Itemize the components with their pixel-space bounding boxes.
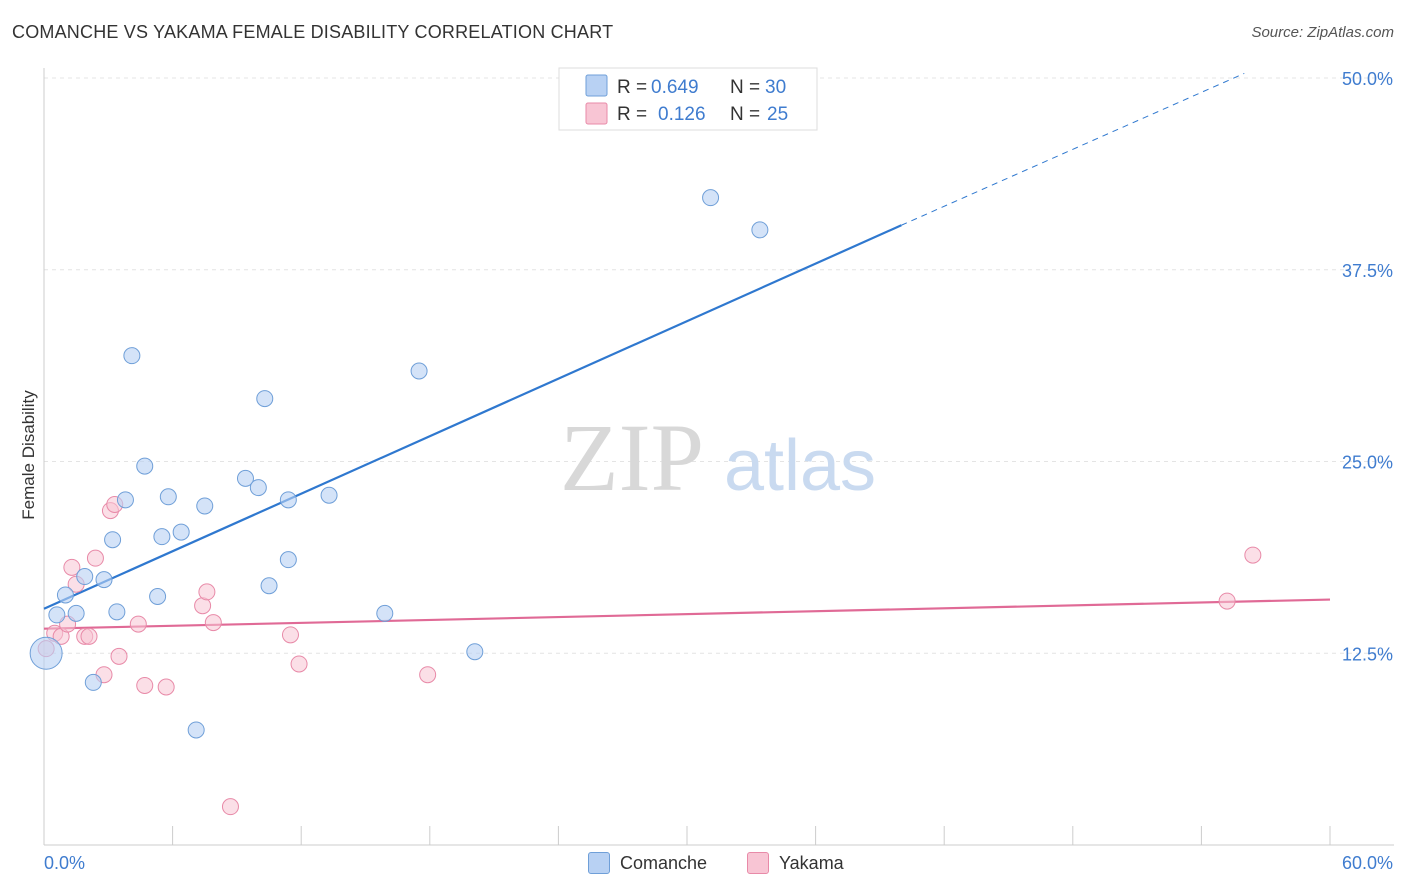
trend-lines <box>43 72 1331 630</box>
y-tick-label: 25.0% <box>1342 453 1393 473</box>
grid-lines <box>44 77 1394 654</box>
yakama-point <box>281 626 299 644</box>
comanche-point <box>108 603 126 621</box>
comanche-point <box>187 721 205 739</box>
comanche-point <box>48 606 66 624</box>
comanche-point <box>376 604 394 622</box>
chart-title: COMANCHE VS YAKAMA FEMALE DISABILITY COR… <box>12 22 614 42</box>
x-tick-label-max: 60.0% <box>1342 853 1393 873</box>
watermark: ZIP atlas <box>560 404 876 511</box>
yakama-point <box>129 615 147 633</box>
legend-n-label-yakama: N = <box>730 104 765 125</box>
legend-top: R = 0.649 N = 30 R = 0.126 N = 25 <box>558 67 818 131</box>
legend-label-yakama: Yakama <box>779 852 844 873</box>
comanche-point <box>249 479 267 497</box>
comanche-point <box>410 362 428 380</box>
yakama-point <box>419 666 437 684</box>
legend-r-label-yakama: R = <box>617 104 652 125</box>
x-tick-labels: 0.0% 60.0% <box>44 853 1393 873</box>
yakama-point <box>1218 592 1236 610</box>
comanche-point <box>136 457 154 475</box>
yakama-point <box>198 583 216 601</box>
comanche-point <box>29 636 63 670</box>
comanche-point <box>279 491 297 509</box>
watermark-atlas: atlas <box>724 426 876 506</box>
legend-n-label-comanche: N = <box>730 77 765 98</box>
comanche-point <box>67 604 85 622</box>
comanche-point <box>256 390 274 408</box>
legend-r-label-comanche: R = <box>617 77 652 98</box>
y-tick-labels: 12.5% 25.0% 37.5% 50.0% <box>1342 69 1393 664</box>
yakama-points <box>37 495 1262 816</box>
legend-bottom: Comanche Yakama <box>0 852 1406 878</box>
comanche-point <box>320 486 338 504</box>
source-label: Source: ZipAtlas.com <box>1251 24 1394 41</box>
comanche-point <box>153 528 171 546</box>
legend-n-value-yakama: 25 <box>767 104 788 125</box>
comanche-point <box>466 643 484 661</box>
yakama-point <box>136 676 154 694</box>
y-tick-label: 37.5% <box>1342 261 1393 281</box>
comanche-point <box>123 347 141 365</box>
yakama-point <box>221 798 239 816</box>
yakama-point <box>1244 546 1262 564</box>
axes <box>43 68 1394 846</box>
x-tick-label-min: 0.0% <box>44 853 85 873</box>
comanche-point <box>149 587 167 605</box>
legend-r-value-yakama: 0.126 <box>658 104 706 125</box>
comanche-trend-extension <box>901 72 1245 226</box>
legend-swatch-comanche-bottom <box>588 852 610 874</box>
yakama-point <box>290 655 308 673</box>
yakama-point <box>157 678 175 696</box>
legend-swatch-yakama <box>585 102 608 125</box>
y-tick-label: 50.0% <box>1342 69 1393 89</box>
yakama-point <box>86 549 104 567</box>
legend-item-yakama: Yakama <box>747 852 844 874</box>
yakama-point <box>110 647 128 665</box>
watermark-zip: ZIP <box>560 404 704 511</box>
y-tick-label: 12.5% <box>1342 644 1393 664</box>
legend-item-comanche: Comanche <box>588 852 707 874</box>
yakama-point <box>63 558 81 576</box>
comanche-point <box>751 221 769 239</box>
legend-label-comanche: Comanche <box>620 852 708 873</box>
comanche-point <box>702 189 720 207</box>
comanche-point <box>95 571 113 589</box>
comanche-trend-line <box>43 224 902 610</box>
yakama-point <box>204 614 222 632</box>
comanche-point <box>236 469 254 487</box>
comanche-point <box>260 577 278 595</box>
comanche-point <box>116 491 134 509</box>
comanche-point <box>196 497 214 515</box>
legend-swatch-comanche <box>585 74 608 97</box>
legend-n-value-comanche: 30 <box>765 77 786 98</box>
comanche-point <box>56 586 74 604</box>
comanche-point <box>76 568 94 586</box>
y-axis-label: Female Disability <box>19 390 38 520</box>
legend-r-value-comanche: 0.649 <box>651 77 699 98</box>
yakama-point <box>80 627 98 645</box>
comanche-point <box>279 551 297 569</box>
comanche-point <box>172 523 190 541</box>
yakama-trend-line <box>43 598 1331 630</box>
comanche-point <box>104 531 122 549</box>
comanche-points <box>29 189 769 739</box>
legend-swatch-yakama-bottom <box>747 852 769 874</box>
comanche-point <box>159 488 177 506</box>
comanche-point <box>84 673 102 691</box>
